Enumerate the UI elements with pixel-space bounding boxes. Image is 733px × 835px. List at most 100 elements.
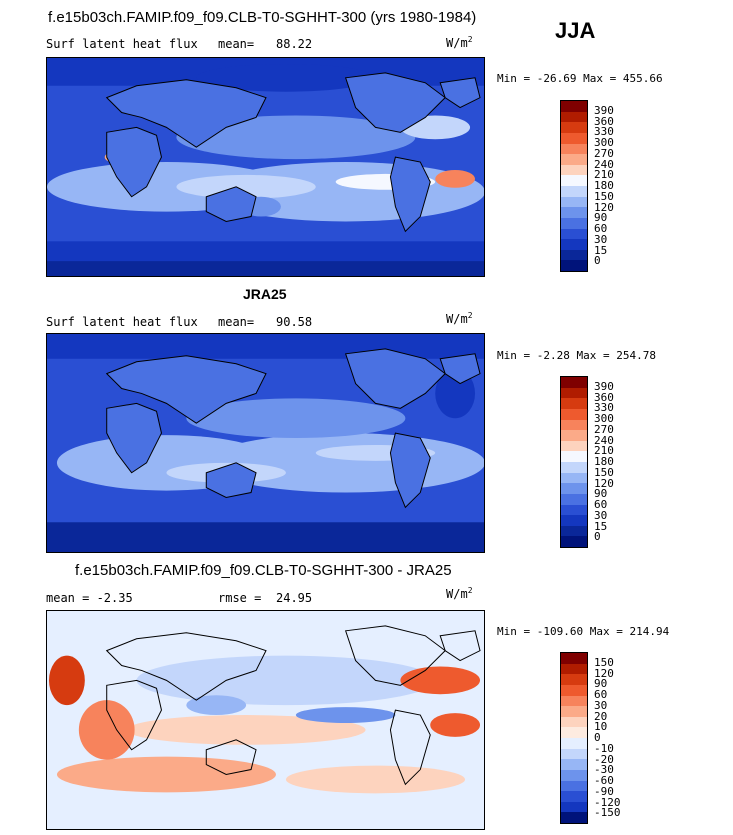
panel-1-mean-value: 88.22 [276,37,313,51]
colorbar-tick-label: 30 [594,698,608,712]
colorbar-bin [561,228,587,240]
panel-1-map [46,57,485,277]
colorbar-bin [561,451,587,462]
panel-2-mean-label: mean= [218,315,255,329]
panel-2-mean-value: 90.58 [276,315,313,329]
colorbar-tick-label: 390 [594,103,614,117]
colorbar-tick-label: -120 [594,795,621,809]
map-field-3 [47,611,484,829]
colorbar-tick-label: 90 [594,677,608,691]
colorbar-bin [561,483,587,494]
colorbar-tick-label: 90 [594,487,608,501]
colorbar-tick-label: 0 [594,731,601,744]
colorbar-bin [561,239,587,250]
colorbar-bin [561,430,587,441]
colorbar-bin [561,398,587,409]
colorbar-bin [561,440,587,452]
colorbar-tick-label: 390 [594,379,614,393]
colorbar-bin [561,186,587,197]
colorbar-bin [561,217,587,229]
panel-1-units: W/m2 [446,35,473,50]
colorbar-bin [561,101,587,112]
colorbar-bin [561,748,587,760]
map-field-1 [47,58,484,276]
panel-2-title: JRA25 [243,286,287,302]
colorbar-bin [561,738,587,749]
colorbar-bin [561,472,587,484]
colorbar-tick-label: 150 [594,655,614,669]
colorbar-tick-label: 15 [594,243,608,257]
colorbar-bin [561,175,587,186]
panel-3-title: f.e15b03ch.FAMIP.f09_f09.CLB-T0-SGHHT-30… [75,562,452,579]
colorbar-tick-label: 120 [594,476,614,490]
colorbar-bin [561,780,587,792]
panel-3-mean-label: mean = -2.35 [46,591,133,605]
colorbar-bin [561,674,587,685]
colorbar-bin [561,260,587,271]
colorbar-tick-label: 15 [594,519,608,533]
colorbar-bin [561,132,587,144]
panel-1-minmax: Min = -26.69 Max = 455.66 [497,72,663,85]
colorbar-bin [561,504,587,516]
colorbar-bin [561,515,587,526]
colorbar-bin [561,462,587,473]
panel-1-variable-label: Surf latent heat flux [46,37,198,51]
colorbar-tick-label: 330 [594,401,614,415]
colorbar-tick-label: 150 [594,189,614,203]
colorbar-tick-label: 360 [594,390,614,404]
panel-2-map [46,333,485,553]
colorbar-bin [561,249,587,261]
panel-2-minmax: Min = -2.28 Max = 254.78 [497,349,656,362]
colorbar-tick-label: 60 [594,498,608,511]
colorbar-tick-label: 30 [594,232,608,246]
colorbar-bin [561,801,587,813]
colorbar-tick-label: 60 [594,688,608,701]
colorbar-tick-label: 270 [594,146,614,160]
colorbar-tick-label: 300 [594,136,614,149]
colorbar-tick-label: 150 [594,465,614,479]
colorbar-tick-label: 0 [594,530,601,544]
colorbar-bin [561,387,587,399]
colorbar-bin [561,759,587,770]
colorbar-tick-label: 180 [594,455,614,468]
colorbar-bin [561,684,587,696]
map-field-2 [47,334,484,552]
colorbar-bin [561,196,587,208]
colorbar-tick-label: 210 [594,168,614,182]
colorbar-bin [561,111,587,123]
colorbar-bin [561,143,587,155]
colorbar-tick-label: 60 [594,222,608,235]
colorbar-tick-label: 0 [594,254,601,268]
colorbar-tick-label: 330 [594,125,614,139]
colorbar-tick-label: -150 [594,806,621,820]
colorbar-bin [561,769,587,781]
panel-3-units: W/m2 [446,586,473,601]
colorbar-bin [561,419,587,431]
panel-3-rmse-value: 24.95 [276,591,313,605]
colorbar-tick-label: -10 [594,741,614,755]
colorbar-tick-label: 20 [594,709,608,723]
colorbar-tick-label: 120 [594,666,614,680]
colorbar-bin [561,164,587,176]
panel-2-variable-label: Surf latent heat flux [46,315,198,329]
colorbar-tick-label: -20 [594,752,614,766]
colorbar-tick-label: 30 [594,508,608,522]
colorbar-bin [561,493,587,505]
panel-3-rmse-label: rmse = [218,591,262,605]
colorbar-tick-label: 300 [594,412,614,425]
colorbar-tick-label: -90 [594,784,614,798]
colorbar-bin [561,377,587,388]
colorbar-tick-label: 10 [594,720,608,734]
colorbar-bin [561,653,587,664]
panel-3-map [46,610,485,830]
colorbar-bin [561,663,587,675]
colorbar-bin [561,716,587,728]
colorbar-tick-label: -60 [594,774,614,787]
colorbar-bin [561,791,587,802]
colorbar-tick-label: 90 [594,211,608,225]
colorbar-tick-label: 240 [594,157,614,171]
panel-1-colorbar [560,100,588,272]
colorbar-tick-label: -30 [594,763,614,777]
colorbar-tick-label: 120 [594,200,614,214]
colorbar-bin [561,695,587,707]
